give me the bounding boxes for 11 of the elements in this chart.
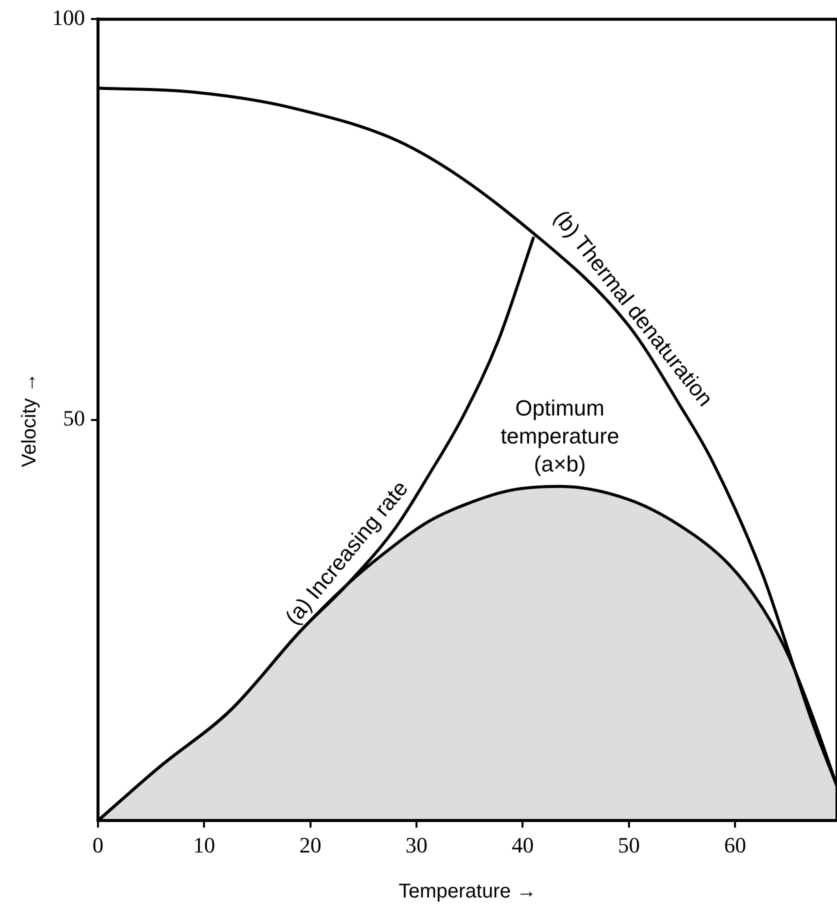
x-tick-label: 50 xyxy=(618,832,640,858)
x-tick-label: 10 xyxy=(193,832,216,858)
x-tick-label: 40 xyxy=(512,832,534,858)
y-tick-label: 100 xyxy=(52,4,85,30)
x-tick-label: 60 xyxy=(724,832,746,858)
series-label: Optimum temperature (a×b) xyxy=(500,395,620,476)
x-tick-label: 30 xyxy=(406,832,428,858)
y-axis-title: Velocity → xyxy=(18,372,41,468)
x-axis-title: Temperature → xyxy=(398,880,536,903)
x-tick-label: 20 xyxy=(299,832,322,858)
x-tick-label: 0 xyxy=(92,832,104,858)
